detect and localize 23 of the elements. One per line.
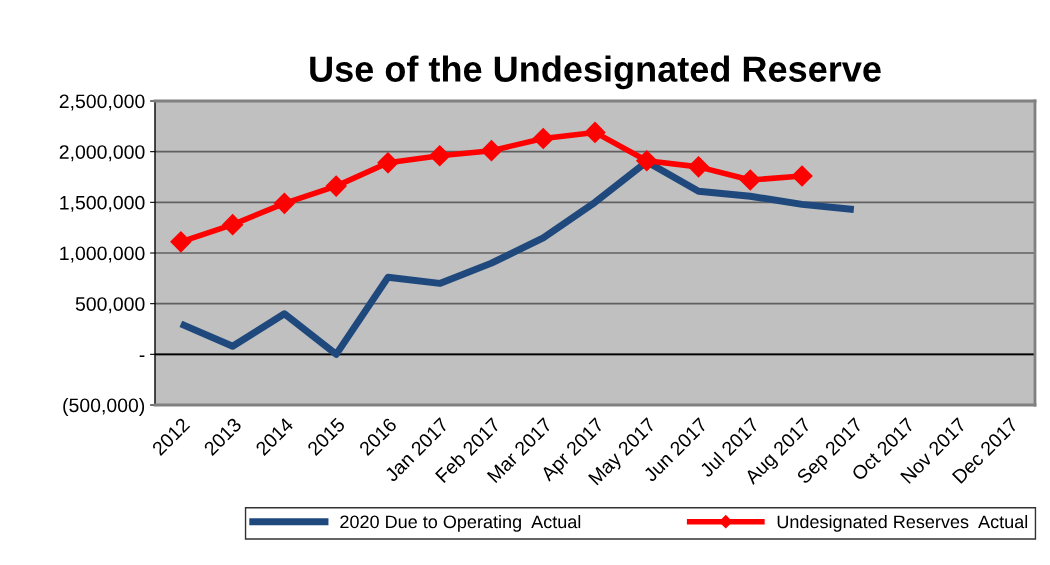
point [739, 169, 761, 191]
y-tick-label: - [139, 355, 145, 357]
y-tick-label: 1,500,000 [60, 195, 145, 212]
point [325, 175, 347, 197]
chart-title: Use of the Undesignated Reserve [310, 55, 881, 90]
point [688, 156, 710, 178]
y-tick-label: (500,000) [63, 397, 145, 417]
point [636, 150, 658, 172]
point [791, 165, 813, 187]
point [377, 152, 399, 174]
y-tick-label: 2,500,000 [59, 94, 145, 111]
legend-label: 2020 Due to Operating Actual [340, 514, 581, 532]
y-tick-label: 500,000 [75, 297, 145, 314]
y-tick-label: 2,000,000 [59, 145, 145, 162]
point [480, 140, 502, 162]
point [273, 192, 295, 214]
y-tick-label: 1,000,000 [60, 246, 145, 263]
point [584, 121, 606, 143]
point [429, 145, 451, 167]
legend-label: Undesignated Reserves Actual [777, 514, 1028, 532]
point [222, 214, 244, 236]
point [532, 127, 554, 150]
point [170, 231, 192, 253]
